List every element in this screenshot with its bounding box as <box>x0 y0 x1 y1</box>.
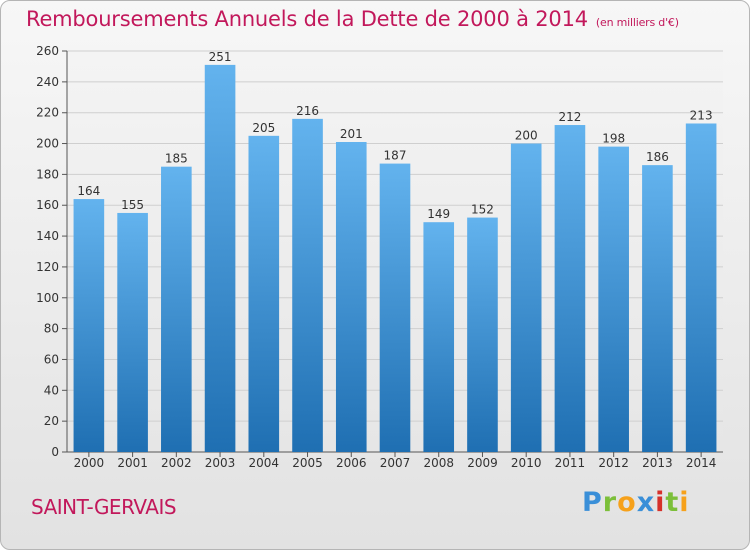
x-tick-label: 2005 <box>292 456 323 470</box>
bar <box>642 165 673 452</box>
bar <box>510 143 542 453</box>
x-tick-label: 2014 <box>686 456 717 470</box>
bar <box>554 125 586 453</box>
bar <box>161 166 192 452</box>
y-tick-label: 140 <box>36 229 59 243</box>
x-tick-label: 2004 <box>249 456 280 470</box>
bar <box>117 212 148 452</box>
y-tick-label: 100 <box>36 291 59 305</box>
y-tick-label: 120 <box>36 260 59 274</box>
bar <box>248 135 280 453</box>
bar <box>204 64 236 452</box>
chart-title-text: Remboursements Annuels de la Dette de 20… <box>26 7 588 31</box>
x-tick-label: 2003 <box>205 456 236 470</box>
x-tick-label: 2009 <box>467 456 498 470</box>
y-tick-label: 220 <box>36 106 59 120</box>
proxiti-logo: Proxiti <box>582 487 690 518</box>
bar-value-label: 155 <box>121 198 144 212</box>
bar-value-label: 198 <box>602 132 625 146</box>
y-tick-label: 180 <box>36 167 59 181</box>
x-tick-label: 2002 <box>161 456 192 470</box>
x-tick-label: 2013 <box>642 456 673 470</box>
bar <box>467 217 498 452</box>
y-tick-label: 260 <box>36 44 59 58</box>
y-tick-label: 160 <box>36 198 59 212</box>
y-tick-label: 0 <box>51 445 59 459</box>
bar-value-label: 201 <box>340 127 363 141</box>
x-tick-label: 2008 <box>423 456 454 470</box>
bar-value-label: 212 <box>558 110 581 124</box>
bar-value-label: 251 <box>209 50 232 64</box>
bar-value-label: 216 <box>296 104 319 118</box>
x-tick-label: 2006 <box>336 456 367 470</box>
chart-title: Remboursements Annuels de la Dette de 20… <box>26 7 679 31</box>
y-tick-label: 240 <box>36 75 59 89</box>
x-tick-label: 2000 <box>74 456 105 470</box>
bar-value-label: 185 <box>165 152 188 166</box>
bar-value-label: 186 <box>646 150 669 164</box>
bar-value-label: 187 <box>384 149 407 163</box>
bar-value-label: 200 <box>515 129 538 143</box>
bar <box>379 163 411 453</box>
y-tick-label: 20 <box>44 414 59 428</box>
bar-value-label: 164 <box>77 184 100 198</box>
commune-name: SAINT-GERVAIS <box>31 495 177 519</box>
y-tick-label: 200 <box>36 137 59 151</box>
y-tick-label: 80 <box>44 322 59 336</box>
bar-value-label: 152 <box>471 203 494 217</box>
y-tick-label: 60 <box>44 352 59 366</box>
bar <box>73 199 105 452</box>
bar <box>685 123 717 452</box>
bar-chart: 0 20 40 60 80 100 120 140 160 180 200 220 240 260 164 2… <box>36 44 723 470</box>
bar <box>292 118 323 452</box>
bar <box>598 146 629 452</box>
y-tick-label: 40 <box>44 383 59 397</box>
bar-value-label: 213 <box>690 108 713 122</box>
x-tick-label: 2001 <box>117 456 148 470</box>
bar <box>335 141 367 452</box>
x-tick-label: 2011 <box>555 456 586 470</box>
x-tick-label: 2012 <box>598 456 629 470</box>
x-tick-label: 2007 <box>380 456 411 470</box>
chart-unit: (en milliers d'€) <box>595 16 679 29</box>
x-tick-label: 2010 <box>511 456 542 470</box>
bar-value-label: 149 <box>427 207 450 221</box>
bar <box>423 222 455 452</box>
bar-value-label: 205 <box>252 121 275 135</box>
